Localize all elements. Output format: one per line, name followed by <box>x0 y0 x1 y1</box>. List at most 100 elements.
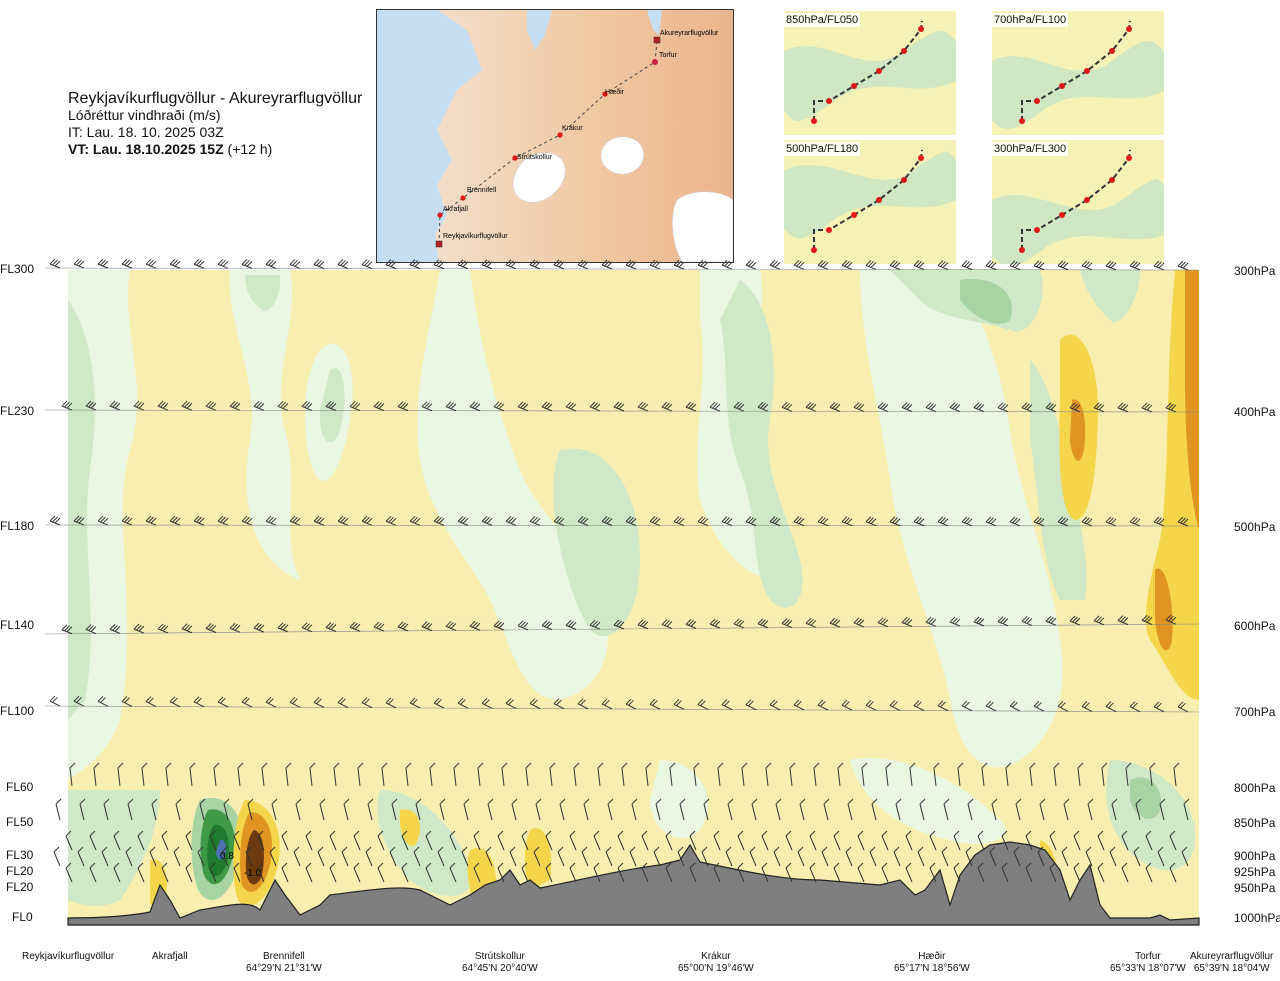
fl-label-20b: FL20 <box>6 880 34 894</box>
wind-barb <box>301 622 313 633</box>
wind-barb <box>773 846 781 867</box>
wind-barb <box>133 623 145 634</box>
wind-barb <box>429 762 436 787</box>
wind-barb <box>1133 846 1141 867</box>
wind-barb <box>817 260 829 270</box>
wind-barb <box>409 515 421 526</box>
wind-barb <box>413 846 421 867</box>
wind-barb <box>967 798 974 821</box>
wind-barb <box>941 846 949 867</box>
wind-barb <box>677 846 685 867</box>
wind-barb <box>569 830 577 851</box>
wind-barb <box>241 696 253 708</box>
station-name: Krákur <box>701 951 731 962</box>
wind-barb <box>1033 516 1045 527</box>
wind-barb <box>841 260 853 270</box>
wind-barb <box>1149 762 1156 787</box>
fl-label-180: FL180 <box>0 519 35 533</box>
wind-barb <box>385 515 397 526</box>
wind-barb <box>217 515 229 526</box>
wind-barb <box>549 762 556 787</box>
wind-barb <box>521 830 529 851</box>
wind-barb <box>397 621 409 632</box>
wind-barb <box>703 798 710 821</box>
wind-barb <box>457 516 469 526</box>
hpa-label-1000: 1000hPa <box>1234 911 1280 925</box>
fl-label-50: FL50 <box>6 815 34 829</box>
wind-barb <box>357 762 364 787</box>
wind-barb <box>641 862 649 883</box>
wind-barb <box>511 798 518 821</box>
wind-barb <box>337 515 349 526</box>
wind-barb <box>625 698 637 710</box>
wind-barb <box>991 798 998 821</box>
wind-barb <box>405 762 412 787</box>
wind-barb <box>553 516 565 526</box>
wind-barb <box>209 862 217 883</box>
wind-barb <box>437 846 445 867</box>
wind-barb <box>577 698 589 710</box>
wind-barb <box>841 699 853 711</box>
wind-barb <box>389 846 397 867</box>
wind-barb <box>165 762 172 787</box>
wind-barb <box>797 846 805 867</box>
wind-barb <box>621 762 628 787</box>
wind-barb <box>893 846 901 867</box>
minimap-850-svg <box>784 11 956 135</box>
wind-barb <box>325 622 337 632</box>
wind-barb <box>769 516 781 527</box>
wind-barb <box>881 830 889 851</box>
wind-barb <box>181 400 193 411</box>
wind-barb <box>757 401 769 412</box>
wind-barb <box>1081 260 1093 271</box>
wind-barb <box>1063 798 1070 821</box>
wind-barb <box>775 798 782 821</box>
wind-barb <box>261 762 268 787</box>
wind-barb <box>805 401 817 412</box>
minimap-500: 500hPa/FL180 <box>784 140 956 264</box>
wind-barb <box>881 862 889 883</box>
wind-barb <box>713 830 721 851</box>
wind-barb <box>1129 701 1141 713</box>
wind-barb <box>871 798 878 821</box>
map-label-reykjavik: Reykjavíkurflugvöllur <box>443 233 508 240</box>
wind-barb <box>913 260 925 270</box>
map-label-akureyri: Akureyrarflugvöllur <box>660 30 719 37</box>
wind-barb <box>289 696 301 708</box>
station-name: Strútskollur <box>474 951 525 962</box>
airport-marker-north <box>653 36 661 44</box>
wind-barb <box>713 862 721 883</box>
wind-barb <box>125 846 133 867</box>
wind-barb <box>545 862 553 883</box>
wind-barb <box>929 830 937 851</box>
wind-barb <box>189 762 196 787</box>
wind-barb <box>241 259 253 269</box>
fl-label-60: FL60 <box>6 780 34 794</box>
pressure-level-line <box>44 623 1200 635</box>
wind-barb <box>745 516 757 527</box>
wind-barb <box>377 830 385 851</box>
wind-barb <box>943 798 950 821</box>
wind-barb <box>185 862 193 883</box>
wind-barb <box>877 617 889 628</box>
wind-barb <box>961 516 973 527</box>
wind-barb <box>477 762 484 787</box>
wind-barb <box>889 260 901 270</box>
wind-barb <box>581 846 589 867</box>
wind-barb <box>217 696 229 708</box>
wind-barb <box>847 798 854 821</box>
wind-barb <box>977 830 985 851</box>
valid-time-offset: (+12 h) <box>227 141 273 157</box>
wind-barb <box>1097 862 1105 883</box>
wind-barb <box>1111 798 1118 821</box>
route-title: Reykjavíkurflugvöllur - Akureyrarflugvöl… <box>68 90 363 107</box>
wind-barb <box>973 402 985 413</box>
wind-barb <box>541 620 553 631</box>
wind-barb <box>785 830 793 851</box>
wind-barb <box>1057 260 1069 271</box>
map-label-torfur: Torfur <box>659 52 678 59</box>
wind-barb <box>913 516 925 527</box>
wind-barb <box>985 516 997 527</box>
wind-barb <box>1039 798 1046 821</box>
wind-barb <box>545 830 553 851</box>
